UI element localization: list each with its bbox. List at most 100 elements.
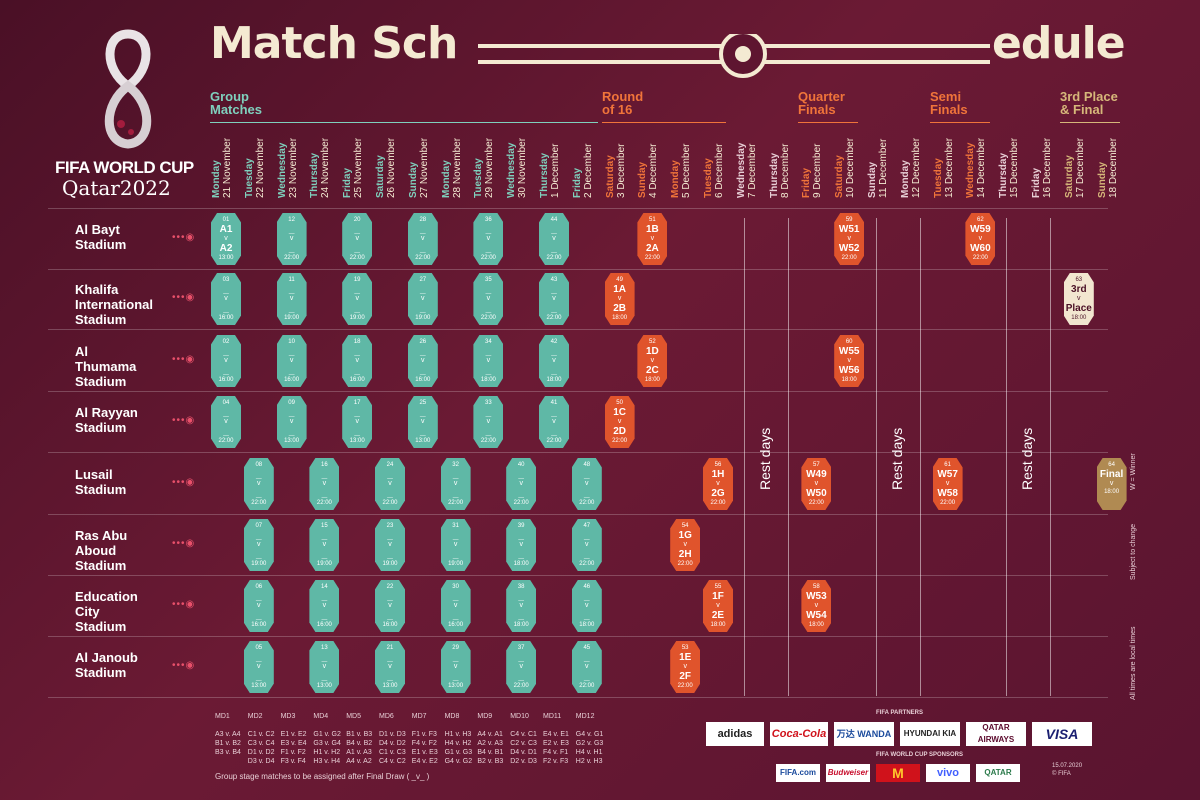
match-card[interactable]: 56 1H v 2G 22:00 <box>703 458 733 510</box>
match-card[interactable]: 64 Final v 18:00 <box>1096 458 1127 510</box>
match-card[interactable]: 13 _ v _ 13:00 <box>309 641 340 693</box>
match-card[interactable]: 22 _ v _ 16:00 <box>375 580 405 632</box>
match-card[interactable]: 17 _ v _ 13:00 <box>342 396 373 448</box>
day-date: 23 November <box>287 137 299 198</box>
match-card[interactable]: 19 _ v _ 19:00 <box>342 273 373 325</box>
match-card[interactable]: 32 _ v _ 22:00 <box>440 458 471 510</box>
match-card[interactable]: 28 _ v _ 22:00 <box>407 213 438 265</box>
match-card[interactable]: 24 _ v _ 22:00 <box>375 458 405 510</box>
match-card[interactable]: 30 _ v _ 16:00 <box>440 580 471 632</box>
day-date: 6 December <box>714 143 725 198</box>
match-card[interactable]: 01 A1 v A2 13:00 <box>211 213 241 265</box>
match-number: 54 <box>681 523 689 529</box>
match-card[interactable]: 16 _ v _ 22:00 <box>309 458 340 510</box>
match-time: 22:00 <box>612 438 628 444</box>
match-card[interactable]: 03 _ v _ 16:00 <box>211 273 241 325</box>
match-card[interactable]: 41 _ v _ 22:00 <box>539 396 569 448</box>
match-card[interactable]: 50 1C v 2D 22:00 <box>604 396 635 448</box>
match-card[interactable]: 08 _ v _ 22:00 <box>243 458 274 510</box>
match-card[interactable]: 42 _ v _ 18:00 <box>539 335 569 387</box>
match-card[interactable]: 21 _ v _ 13:00 <box>375 641 405 693</box>
match-team-top: _ <box>288 224 295 235</box>
match-card[interactable]: 59 W51 v W52 22:00 <box>834 213 865 265</box>
match-card[interactable]: 25 _ v _ 13:00 <box>407 396 438 448</box>
match-card[interactable]: 05 _ v _ 13:00 <box>243 641 274 693</box>
match-card[interactable]: 38 _ v _ 18:00 <box>506 580 537 632</box>
match-team-top: _ <box>452 591 459 602</box>
match-card[interactable]: 58 W53 v W54 18:00 <box>801 580 832 632</box>
match-time: 22:00 <box>546 438 562 444</box>
match-team-top: _ <box>518 591 524 602</box>
match-card[interactable]: 51 1B v 2A 22:00 <box>637 213 668 265</box>
match-number: 25 <box>419 400 427 406</box>
match-card[interactable]: 55 1F v 2E 18:00 <box>703 580 733 632</box>
match-vs: v <box>814 480 819 487</box>
match-card[interactable]: 04 _ v _ 22:00 <box>211 396 241 448</box>
match-card[interactable]: 09 _ v _ 13:00 <box>276 396 307 448</box>
match-card[interactable]: 15 _ v _ 19:00 <box>309 519 340 571</box>
match-card[interactable]: 07 _ v _ 19:00 <box>243 519 274 571</box>
match-card[interactable]: 23 _ v _ 19:00 <box>375 519 405 571</box>
match-time: 16:00 <box>218 377 234 383</box>
match-card[interactable]: 26 _ v _ 16:00 <box>407 335 438 387</box>
match-team-top: W55 <box>838 346 860 357</box>
match-vs: v <box>814 602 819 609</box>
match-card[interactable]: 63 3rd v Place 18:00 <box>1063 273 1094 325</box>
match-card[interactable]: 33 _ v _ 22:00 <box>473 396 504 448</box>
match-team-bottom: 2H <box>678 549 692 560</box>
match-team-top: _ <box>387 591 393 602</box>
day-weekday: Sunday <box>1096 161 1108 198</box>
match-card[interactable]: 53 1E v 2F 22:00 <box>670 641 701 693</box>
match-team-top: _ <box>584 652 590 663</box>
match-number: 46 <box>583 584 591 590</box>
match-card[interactable]: 44 _ v _ 22:00 <box>539 213 569 265</box>
match-card[interactable]: 47 _ v _ 22:00 <box>571 519 602 571</box>
match-card[interactable]: 35 _ v _ 22:00 <box>473 273 504 325</box>
match-card[interactable]: 62 W59 v W60 22:00 <box>965 213 996 265</box>
match-card[interactable]: 20 _ v _ 22:00 <box>342 213 373 265</box>
match-team-top: _ <box>223 284 229 295</box>
match-card[interactable]: 43 _ v _ 22:00 <box>539 273 569 325</box>
match-card[interactable]: 31 _ v _ 19:00 <box>440 519 471 571</box>
match-card[interactable]: 18 _ v _ 16:00 <box>342 335 373 387</box>
match-number: 27 <box>419 277 427 283</box>
day-header: Tuesday 13 December <box>933 128 963 198</box>
match-card[interactable]: 40 _ v _ 22:00 <box>506 458 537 510</box>
match-time: 13:00 <box>448 683 464 689</box>
match-card[interactable]: 10 _ v _ 16:00 <box>276 335 307 387</box>
match-card[interactable]: 60 W55 v W56 18:00 <box>834 335 865 387</box>
match-team-bottom: _ <box>518 488 524 499</box>
match-number: 24 <box>386 462 394 468</box>
day-header: Sunday 4 December <box>637 128 667 198</box>
match-card[interactable]: 57 W49 v W50 22:00 <box>801 458 832 510</box>
match-card[interactable]: 29 _ v _ 13:00 <box>440 641 471 693</box>
day-header: Wednesday 7 December <box>736 128 766 198</box>
match-card[interactable]: 45 _ v _ 22:00 <box>571 641 602 693</box>
match-card[interactable]: 11 _ v _ 19:00 <box>276 273 307 325</box>
match-card[interactable]: 06 _ v _ 16:00 <box>243 580 274 632</box>
match-card[interactable]: 49 1A v 2B 18:00 <box>604 273 635 325</box>
match-card[interactable]: 36 _ v _ 22:00 <box>473 213 504 265</box>
match-card[interactable]: 52 1D v 2C 18:00 <box>637 335 668 387</box>
match-time: 22:00 <box>316 500 332 506</box>
match-card[interactable]: 27 _ v _ 19:00 <box>407 273 438 325</box>
phase-semi-finals: Semi Finals <box>930 89 968 117</box>
match-card[interactable]: 39 _ v _ 18:00 <box>506 519 537 571</box>
match-card[interactable]: 48 _ v _ 22:00 <box>571 458 602 510</box>
match-vs: v <box>421 418 425 425</box>
match-time: 16:00 <box>251 622 267 628</box>
match-team-top: _ <box>288 407 295 418</box>
match-card[interactable]: 37 _ v _ 22:00 <box>506 641 537 693</box>
match-card[interactable]: 61 W57 v W58 22:00 <box>932 458 963 510</box>
match-card[interactable]: 46 _ v _ 18:00 <box>571 580 602 632</box>
match-card[interactable]: 54 1G v 2H 22:00 <box>670 519 701 571</box>
day-date: 25 November <box>353 137 365 198</box>
match-card[interactable]: 02 _ v _ 16:00 <box>211 335 241 387</box>
match-card[interactable]: 34 _ v _ 18:00 <box>473 335 504 387</box>
match-vs: v <box>289 295 294 302</box>
matchday-item: MD11 E4 v. E1 E2 v. E3 F4 v. F1 F2 v. F3 <box>543 713 569 765</box>
match-vs: v <box>388 541 392 548</box>
match-team-top: 3rd <box>1071 284 1087 295</box>
match-card[interactable]: 14 _ v _ 16:00 <box>309 580 340 632</box>
match-card[interactable]: 12 _ v _ 22:00 <box>276 213 307 265</box>
